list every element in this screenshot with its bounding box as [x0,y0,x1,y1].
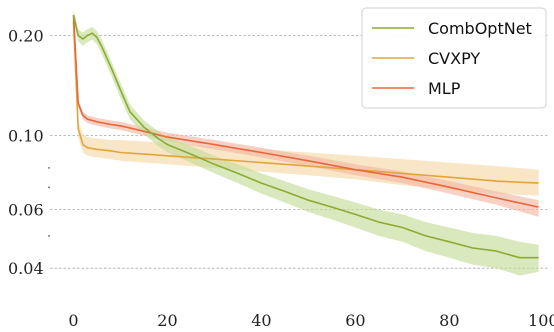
legend-label-comboptnet: CombOptNet [428,19,532,38]
y-tick-label: 0.06 [8,201,44,220]
y-tick-label: 0.10 [8,127,44,146]
x-tick-label: 20 [157,311,177,330]
axis-layer: 0.04 0.06 0.10 0.20 0 20 40 60 80 100 [8,26,554,330]
line-layer [72,14,539,259]
x-tick-label: 60 [345,311,365,330]
x-tick-label: 100 [528,311,554,330]
line-comboptnet [72,14,539,259]
legend-label-cvxpy: CVXPY [428,49,480,68]
legend-label-mlp: MLP [428,79,461,98]
y-tick-label: 0.04 [8,259,44,278]
x-tick-label: 80 [439,311,459,330]
x-tick-label: 40 [251,311,271,330]
y-tick-label: 0.20 [8,26,44,45]
legend: CombOptNet CVXPY MLP [361,7,547,109]
line-mlp [72,15,539,208]
line-cvxpy [72,21,539,184]
x-tick-label: 0 [68,311,78,330]
band-comboptnet [73,9,539,276]
legend-box [361,7,547,109]
